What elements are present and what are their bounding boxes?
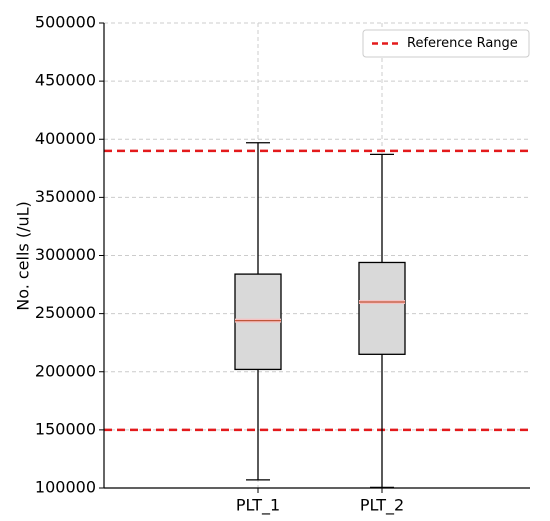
y-tick-label: 350000 [35,187,96,206]
y-tick-label: 150000 [35,419,96,438]
y-tick-label: 400000 [35,129,96,148]
box-PLT_2 [358,153,406,489]
box-PLT_1 [234,142,282,481]
y-tick-label: 100000 [35,478,96,497]
reference-lines [104,149,530,432]
legend-frame [362,29,530,58]
y-tick-label: 200000 [35,361,96,380]
x-tick-label: PLT_1 [236,496,280,516]
box-iqr [358,261,406,355]
grid-lines [104,22,530,488]
y-tick-label: 500000 [35,13,96,32]
x-tick-label: PLT_2 [360,496,404,516]
y-tick-label: 450000 [35,71,96,90]
y-tick-label: 300000 [35,245,96,264]
x-tick-labels: PLT_1 PLT_2 [236,488,404,516]
legend-label-reference: Reference Range [407,36,518,51]
y-tick-labels: 100000 150000 200000 250000 300000 350000 4000… [35,13,104,497]
legend: Reference Range [362,29,530,58]
y-axis-label: No. cells (/uL) [14,201,33,311]
y-tick-label: 250000 [35,303,96,322]
boxes [234,142,406,489]
